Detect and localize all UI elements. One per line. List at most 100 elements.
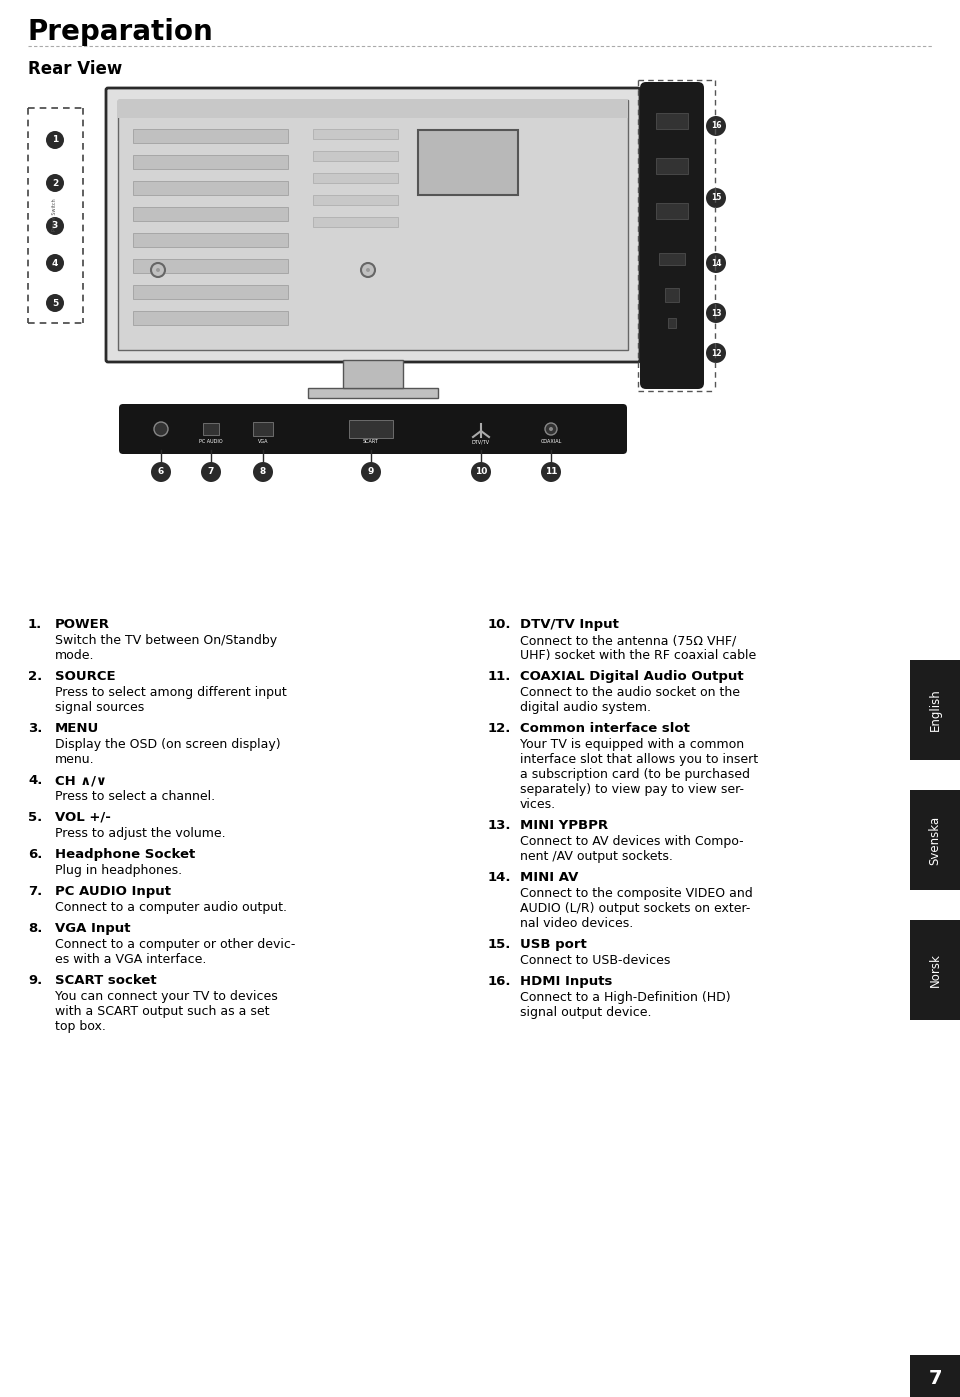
Text: 1: 1 xyxy=(52,136,59,144)
Text: 10.: 10. xyxy=(488,617,512,631)
FancyBboxPatch shape xyxy=(640,82,704,388)
Text: Connect to a computer or other devic-: Connect to a computer or other devic- xyxy=(55,937,296,951)
Text: signal output device.: signal output device. xyxy=(520,1006,652,1018)
Circle shape xyxy=(706,189,726,208)
Text: Svenska: Svenska xyxy=(928,816,942,865)
Text: English: English xyxy=(928,689,942,732)
Text: 8.: 8. xyxy=(28,922,42,935)
Bar xyxy=(418,130,518,196)
Text: Connect to AV devices with Compo-: Connect to AV devices with Compo- xyxy=(520,835,744,848)
Circle shape xyxy=(46,175,64,191)
Bar xyxy=(313,151,398,161)
Text: nent /AV output sockets.: nent /AV output sockets. xyxy=(520,849,673,863)
Circle shape xyxy=(151,462,171,482)
Text: DTV/TV Input: DTV/TV Input xyxy=(520,617,619,631)
Text: VOL +/-: VOL +/- xyxy=(55,812,110,824)
Text: 15: 15 xyxy=(710,194,721,203)
Text: PC AUDIO Input: PC AUDIO Input xyxy=(55,886,171,898)
Bar xyxy=(910,921,960,1020)
Text: 13.: 13. xyxy=(488,819,512,833)
Text: Your TV is equipped with a common: Your TV is equipped with a common xyxy=(520,738,744,752)
Circle shape xyxy=(46,131,64,149)
Text: 11.: 11. xyxy=(488,671,512,683)
Text: Press to select a channel.: Press to select a channel. xyxy=(55,789,215,803)
Text: Connect to USB-devices: Connect to USB-devices xyxy=(520,954,670,967)
Text: 6: 6 xyxy=(157,468,164,476)
Circle shape xyxy=(46,254,64,272)
Bar xyxy=(656,158,688,175)
Bar xyxy=(656,203,688,219)
Text: PC AUDIO: PC AUDIO xyxy=(199,439,223,444)
Text: Common interface slot: Common interface slot xyxy=(520,722,690,735)
Text: DTV/TV: DTV/TV xyxy=(472,439,490,444)
Bar xyxy=(659,253,685,265)
Text: MENU: MENU xyxy=(55,722,99,735)
Text: signal sources: signal sources xyxy=(55,701,144,714)
Bar xyxy=(349,420,393,439)
Text: 1.: 1. xyxy=(28,617,42,631)
Bar xyxy=(656,113,688,129)
Text: 9.: 9. xyxy=(28,974,42,988)
Text: 16: 16 xyxy=(710,122,721,130)
Text: 10: 10 xyxy=(475,468,487,476)
Text: 4: 4 xyxy=(52,258,59,267)
Text: You can connect your TV to devices: You can connect your TV to devices xyxy=(55,990,277,1003)
Text: Connect to a computer audio output.: Connect to a computer audio output. xyxy=(55,901,287,914)
Bar xyxy=(665,288,679,302)
Circle shape xyxy=(706,253,726,272)
Text: Connect to a High-Definition (HD): Connect to a High-Definition (HD) xyxy=(520,990,731,1004)
Bar xyxy=(118,101,628,351)
Text: COAXIAL: COAXIAL xyxy=(540,439,562,444)
Text: Display the OSD (on screen display): Display the OSD (on screen display) xyxy=(55,738,280,752)
Bar xyxy=(910,659,960,760)
Text: 7: 7 xyxy=(928,1369,942,1387)
Text: Headphone Socket: Headphone Socket xyxy=(55,848,195,861)
Text: Preparation: Preparation xyxy=(28,18,214,46)
Text: interface slot that allows you to insert: interface slot that allows you to insert xyxy=(520,753,758,766)
Text: 5: 5 xyxy=(52,299,59,307)
Bar xyxy=(133,129,288,142)
Bar xyxy=(133,285,288,299)
Text: UHF) socket with the RF coaxial cable: UHF) socket with the RF coaxial cable xyxy=(520,650,756,662)
Bar xyxy=(253,422,273,436)
Bar xyxy=(133,182,288,196)
Text: Connect to the audio socket on the: Connect to the audio socket on the xyxy=(520,686,740,698)
Text: a subscription card (to be purchased: a subscription card (to be purchased xyxy=(520,768,750,781)
Text: 7: 7 xyxy=(207,468,214,476)
Bar xyxy=(203,423,219,434)
Text: COAXIAL Digital Audio Output: COAXIAL Digital Audio Output xyxy=(520,671,744,683)
Bar xyxy=(133,258,288,272)
Bar xyxy=(910,789,960,890)
Bar xyxy=(910,1355,960,1397)
Text: MINI YPBPR: MINI YPBPR xyxy=(520,819,608,833)
Circle shape xyxy=(361,263,375,277)
Text: with a SCART output such as a set: with a SCART output such as a set xyxy=(55,1004,270,1018)
Bar xyxy=(133,207,288,221)
Circle shape xyxy=(46,217,64,235)
FancyBboxPatch shape xyxy=(119,404,627,454)
Text: menu.: menu. xyxy=(55,753,95,766)
Bar xyxy=(313,129,398,138)
Bar xyxy=(313,217,398,226)
Text: SCART socket: SCART socket xyxy=(55,974,156,988)
Text: top box.: top box. xyxy=(55,1020,106,1032)
Circle shape xyxy=(366,268,370,272)
Text: Rear View: Rear View xyxy=(28,60,122,78)
Text: POWER: POWER xyxy=(55,617,110,631)
Text: 12.: 12. xyxy=(488,722,512,735)
Text: 7.: 7. xyxy=(28,886,42,898)
Text: 13: 13 xyxy=(710,309,721,317)
Text: 11: 11 xyxy=(544,468,557,476)
Text: Connect to the antenna (75Ω VHF/: Connect to the antenna (75Ω VHF/ xyxy=(520,634,736,647)
Text: Power Switch: Power Switch xyxy=(53,198,58,232)
Text: Norsk: Norsk xyxy=(928,953,942,986)
Text: 3: 3 xyxy=(52,222,59,231)
Circle shape xyxy=(201,462,221,482)
Bar xyxy=(343,360,403,388)
Circle shape xyxy=(545,423,557,434)
Text: 12: 12 xyxy=(710,348,721,358)
Text: SOURCE: SOURCE xyxy=(55,671,115,683)
Circle shape xyxy=(361,462,381,482)
Circle shape xyxy=(154,422,168,436)
Circle shape xyxy=(156,268,160,272)
